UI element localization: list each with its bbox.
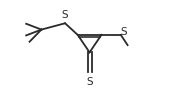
Text: S: S <box>86 77 93 87</box>
Text: S: S <box>62 10 68 20</box>
Text: S: S <box>121 27 127 37</box>
